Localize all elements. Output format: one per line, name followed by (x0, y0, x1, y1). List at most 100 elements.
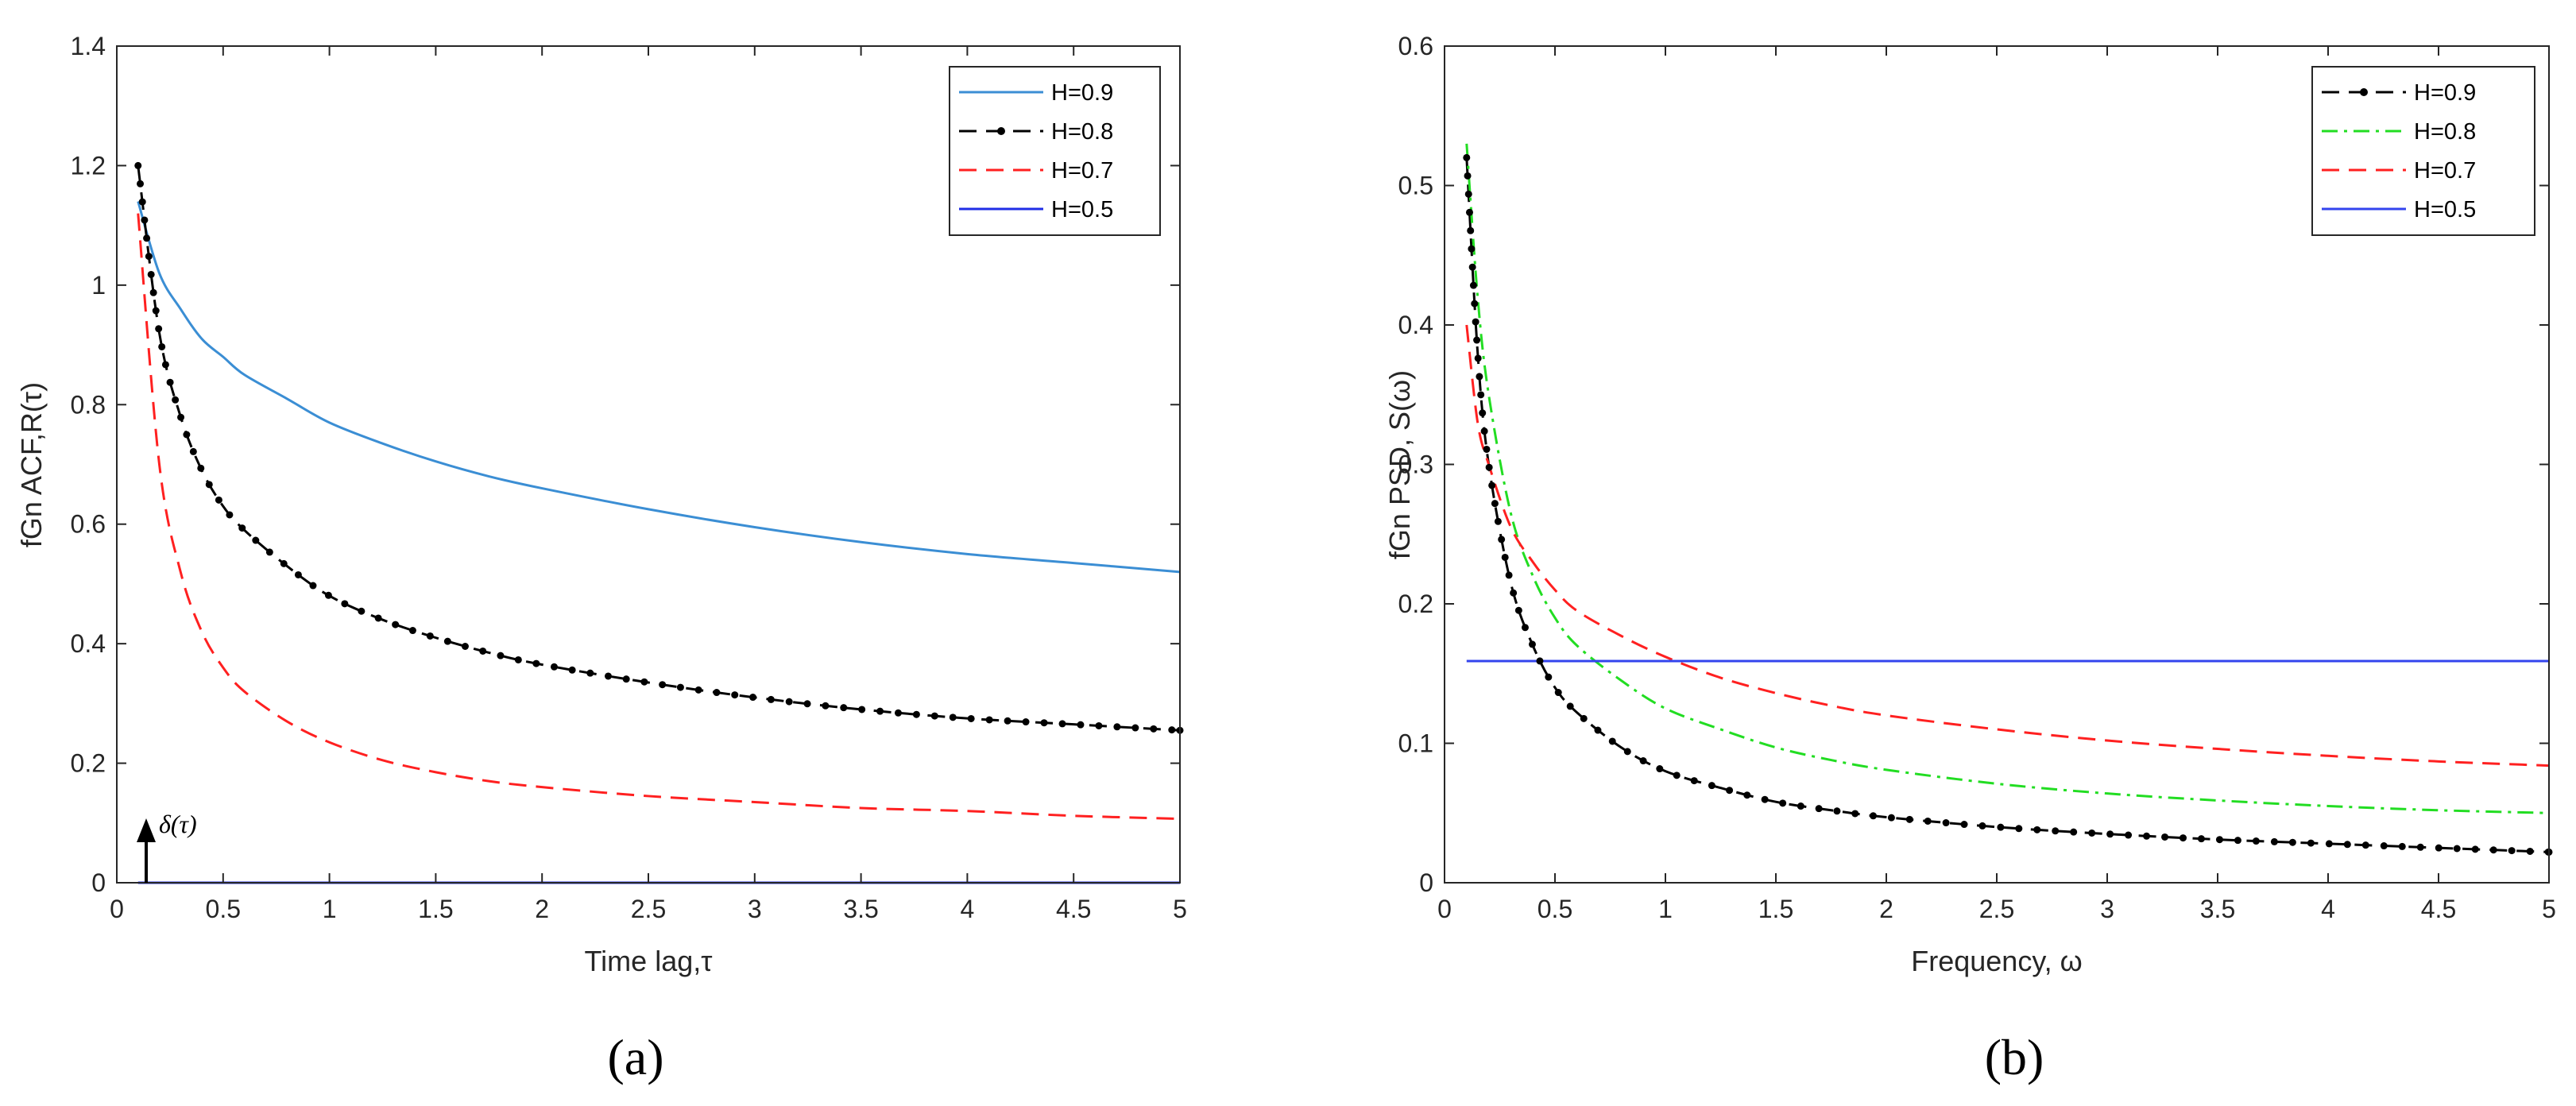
y-tick-label: 0 (1419, 868, 1433, 897)
series-marker (713, 689, 721, 697)
x-tick-label: 4.5 (1056, 895, 1091, 923)
series-marker (1472, 318, 1479, 326)
delta-impulse-annotation: δ(τ) (137, 810, 197, 883)
series-marker (1623, 748, 1631, 756)
series-marker (822, 702, 830, 710)
series-marker (1168, 726, 1176, 734)
series-marker (2471, 845, 2479, 853)
delta-arrow-icon (137, 818, 156, 842)
series-marker (1639, 757, 1647, 765)
series-marker (2526, 847, 2534, 855)
legend-label: H=0.5 (1051, 197, 1113, 222)
series-marker (2398, 842, 2406, 850)
series-marker (134, 161, 142, 169)
series-marker (949, 713, 957, 721)
series-marker (1471, 300, 1479, 307)
panel-b-legend: H=0.9 H=0.8 H=0.7 H=0.5 (2311, 66, 2535, 236)
series-marker (1131, 724, 1139, 732)
series-marker (426, 632, 434, 640)
series-marker (1491, 500, 1499, 508)
series-marker (532, 659, 540, 667)
y-tick-label: 0.3 (1398, 451, 1433, 479)
series-marker (1077, 721, 1085, 729)
series-marker (1554, 689, 1562, 697)
panel-b-label: (b) (1985, 1029, 2044, 1085)
series-marker (205, 481, 213, 489)
series-marker (324, 591, 332, 599)
series-marker (1528, 640, 1536, 648)
x-tick-label: 4.5 (2421, 895, 2456, 923)
series-marker (1870, 812, 1878, 820)
series-marker (1608, 737, 1616, 745)
series-marker (358, 607, 366, 615)
series-marker (912, 710, 920, 718)
panel-a-y-axis-label: fGn ACF,R(τ) (15, 382, 48, 547)
x-tick-label: 3 (2100, 895, 2114, 923)
series-marker (930, 712, 938, 720)
series-marker (1580, 714, 1588, 722)
series-marker (731, 691, 739, 699)
series-marker (341, 600, 349, 608)
x-tick-label: 5 (1173, 895, 1187, 923)
series-marker (141, 216, 149, 224)
legend-label: H=0.5 (2414, 197, 2476, 222)
x-tick-label: 1 (1658, 895, 1673, 923)
series-marker (1485, 463, 1493, 471)
series-marker (2489, 846, 2497, 854)
y-tick-label: 0.2 (1398, 590, 1433, 618)
x-tick-label: 3 (748, 895, 762, 923)
series-marker (2106, 830, 2114, 838)
x-tick-label: 2 (1879, 895, 1893, 923)
series-marker (2125, 831, 2133, 839)
series-marker (252, 536, 260, 544)
series-marker (767, 695, 775, 703)
series-line-H-08 (1465, 143, 2550, 814)
series-marker (138, 198, 146, 206)
x-tick-label: 1.5 (1758, 895, 1793, 923)
series-marker (2325, 840, 2333, 848)
series-marker (1924, 817, 1932, 825)
series-marker (374, 614, 382, 622)
panel-a-acf-chart: 0 0.5 1 1.5 2 2.5 3 3.5 4 4.5 5 0 0.2 0.4 0.6 0.8 1 1.2 1… (15, 32, 1187, 1085)
series-marker (2288, 838, 2296, 846)
series-marker (676, 683, 684, 691)
panel-a-y-ticks: 0 0.2 0.4 0.6 0.8 1 1.2 1.4 (71, 32, 1180, 897)
panel-b-y-ticks: 0 0.1 0.2 0.3 0.4 0.5 0.6 (1398, 32, 2549, 897)
series-marker (1536, 657, 1544, 665)
series-marker (1851, 810, 1859, 818)
series-marker (137, 180, 145, 188)
panel-a-legend-entries: H=0.9 H=0.8 H=0.7 H=0.5 (959, 80, 1113, 222)
legend-marker (2360, 88, 2368, 96)
y-tick-label: 1.4 (71, 32, 106, 60)
series-marker (1022, 718, 1030, 726)
series-marker (1594, 726, 1602, 734)
panel-b-x-axis-label: Frequency, ω (1911, 945, 2083, 977)
series-marker (294, 570, 302, 578)
x-tick-label: 4 (2321, 895, 2335, 923)
panel-b-y-axis-label: fGn PSD, S(ω) (1383, 370, 1416, 559)
series-marker (1469, 281, 1477, 289)
series-marker (1815, 805, 1823, 813)
series-marker (1004, 717, 1011, 725)
y-tick-label: 0.4 (1398, 311, 1433, 339)
series-marker (550, 663, 558, 671)
series-marker (183, 431, 191, 439)
series-line-H-07 (137, 213, 1181, 821)
series-marker (1545, 673, 1553, 681)
series-marker (1978, 822, 1986, 830)
legend-label: H=0.8 (1051, 119, 1113, 145)
series-marker (2508, 847, 2516, 855)
panel-a-legend-box (949, 66, 1161, 236)
series-marker (785, 698, 793, 706)
series-marker (1690, 777, 1698, 785)
y-tick-label: 0 (91, 868, 106, 897)
panel-b-x-ticks: 0 0.5 1 1.5 2 2.5 3 3.5 4 4.5 5 (1437, 46, 2556, 923)
legend-label: H=0.9 (1051, 80, 1113, 106)
series-marker (1058, 720, 1066, 728)
series-marker (1514, 606, 1522, 614)
series-marker (158, 342, 166, 350)
series-marker (985, 716, 993, 724)
series-line-H-08 (137, 165, 1181, 732)
series-marker (152, 307, 160, 315)
series-marker (1942, 819, 1950, 827)
